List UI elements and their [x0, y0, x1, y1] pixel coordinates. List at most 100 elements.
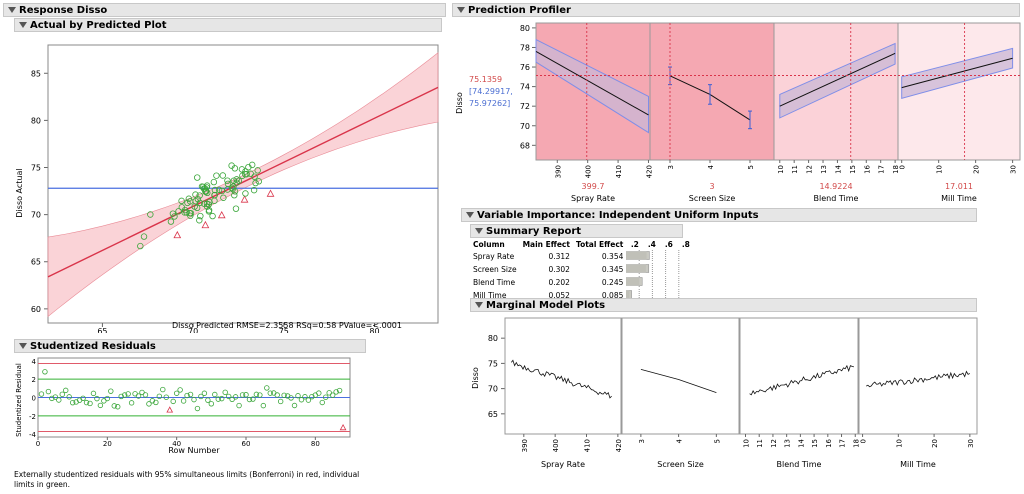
pp-xtick-label: 18 — [892, 165, 900, 174]
pp-xtick-label: 15 — [849, 165, 857, 174]
abp-point — [215, 186, 223, 193]
prediction-profiler-header[interactable]: Prediction Profiler — [452, 3, 1020, 17]
sr-point — [302, 394, 308, 400]
sr-point — [111, 403, 117, 409]
summary-header-cell[interactable]: .6 — [664, 240, 673, 249]
mm-ytick-label: 70 — [488, 385, 498, 394]
abp-point — [238, 166, 246, 173]
summary-row: Blend Time 0.202 0.245 — [470, 276, 694, 289]
disclosure-triangle-icon[interactable] — [19, 22, 27, 28]
summary-total-effect-cell: 0.245 — [601, 278, 624, 287]
studentized-residuals-header[interactable]: Studentized Residuals — [14, 339, 366, 353]
sr-point — [336, 387, 343, 394]
mm-xtick-label: 18 — [852, 439, 860, 448]
summary-row: Spray Rate 0.312 0.354 — [470, 250, 694, 263]
abp-point — [209, 212, 216, 220]
abp-confidence-band — [47, 52, 439, 318]
summary-header-cell[interactable]: .2 — [630, 240, 639, 249]
mm-trace-line — [510, 359, 612, 399]
summary-header-cell[interactable]: Total Effect — [575, 240, 624, 249]
summary-header-cell[interactable]: .8 — [681, 240, 690, 249]
abp-point — [175, 208, 182, 215]
abp-xtick-label: 65 — [97, 327, 107, 333]
sr-point — [219, 395, 225, 402]
sr-point — [309, 393, 315, 400]
summary-row: Screen Size 0.302 0.345 — [470, 263, 694, 276]
abp-point — [200, 185, 208, 192]
summary-header-cell[interactable]: Main Effect — [522, 240, 570, 249]
sr-point — [173, 390, 180, 396]
summary-header-cell[interactable]: Column — [473, 240, 505, 249]
abp-point — [147, 211, 154, 218]
studentized-residuals-title: Studentized Residuals — [30, 341, 156, 352]
pp-ytick-label: 74 — [520, 83, 530, 92]
sr-point — [201, 390, 208, 396]
abp-xlabel: Disso Predicted RMSE=2.3558 RSq=0.58 PVa… — [172, 321, 402, 330]
summary-column-cell: Screen Size — [473, 265, 517, 274]
pp-ci-2: 75.97262] — [469, 99, 510, 108]
disclosure-triangle-icon[interactable] — [466, 212, 474, 218]
sr-ytick-label: 0 — [32, 395, 36, 403]
disclosure-triangle-icon[interactable] — [475, 302, 483, 308]
abp-point — [187, 210, 195, 217]
summary-main-effect-bar — [626, 290, 630, 299]
sr-point — [160, 386, 166, 393]
variable-importance-header[interactable]: Variable Importance: Independent Uniform… — [461, 208, 977, 222]
sr-point — [305, 397, 312, 403]
summary-header-cell[interactable]: .4 — [647, 240, 656, 249]
summary-bar-svg — [626, 276, 680, 287]
abp-point — [247, 170, 254, 177]
sr-point — [267, 390, 273, 396]
actual-by-predicted-header[interactable]: Actual by Predicted Plot — [14, 18, 442, 32]
mm-xtick-label: 390 — [521, 439, 529, 452]
mm-xtick-label: 13 — [784, 439, 792, 448]
actual-by-predicted-chart: Disso Actual 60 65 70 75 80 85 65 70 75 80 — [15, 44, 439, 333]
sr-point — [298, 397, 305, 403]
disclosure-triangle-icon[interactable] — [475, 228, 483, 234]
pp-ci: [74.29917, — [469, 87, 513, 96]
abp-point — [252, 179, 259, 187]
sr-ytick-label: 4 — [32, 358, 37, 366]
sr-point — [146, 401, 152, 407]
pp-xtick-label: 4 — [707, 164, 715, 169]
pp-factor-value: 17.011 — [945, 182, 973, 191]
summary-bar-cell — [626, 276, 694, 289]
abp-ytick-label: 65 — [31, 258, 41, 267]
pp-ytick-label: 78 — [520, 43, 530, 52]
abp-point — [197, 212, 204, 220]
abp-point — [232, 205, 240, 212]
summary-report-header[interactable]: Summary Report — [470, 224, 683, 238]
disclosure-triangle-icon[interactable] — [8, 7, 16, 13]
abp-point — [203, 184, 210, 191]
response-disso-header[interactable]: Response Disso — [3, 3, 446, 17]
abp-xtick-label: 75 — [279, 327, 289, 333]
sr-point — [56, 397, 62, 403]
studentized-residuals-chart: Studentized Residual -4 -2 0 2 4 0 20 40 60 80 R… — [15, 357, 351, 455]
abp-point — [242, 190, 249, 197]
abp-point — [201, 200, 208, 207]
marginal-model-plots-header[interactable]: Marginal Model Plots — [470, 298, 977, 312]
abp-point — [254, 167, 261, 174]
sr-point — [208, 401, 215, 407]
sr-point — [80, 395, 86, 402]
sr-point — [187, 391, 194, 398]
abp-point — [229, 185, 236, 193]
mm-panel-screen-size: 3 4 5 Screen Size — [621, 317, 740, 469]
mm-xtick-label: 420 — [615, 439, 623, 452]
summary-column-cell: Mill Time — [473, 291, 507, 300]
mm-panel-frame — [504, 317, 622, 435]
disclosure-triangle-icon[interactable] — [457, 7, 465, 13]
sr-point — [316, 390, 322, 396]
abp-point — [192, 191, 199, 198]
sr-point — [121, 392, 128, 398]
disclosure-triangle-icon[interactable] — [19, 343, 27, 349]
sr-point — [42, 369, 48, 375]
sr-point — [142, 392, 149, 398]
sr-point — [180, 398, 187, 404]
abp-point-outlier — [266, 189, 275, 197]
sr-point — [288, 395, 294, 401]
sr-point — [38, 391, 45, 397]
abp-fit-line — [47, 86, 439, 278]
pp-xtick-label: 5 — [747, 165, 755, 169]
pp-xtick-label: 410 — [615, 165, 623, 178]
